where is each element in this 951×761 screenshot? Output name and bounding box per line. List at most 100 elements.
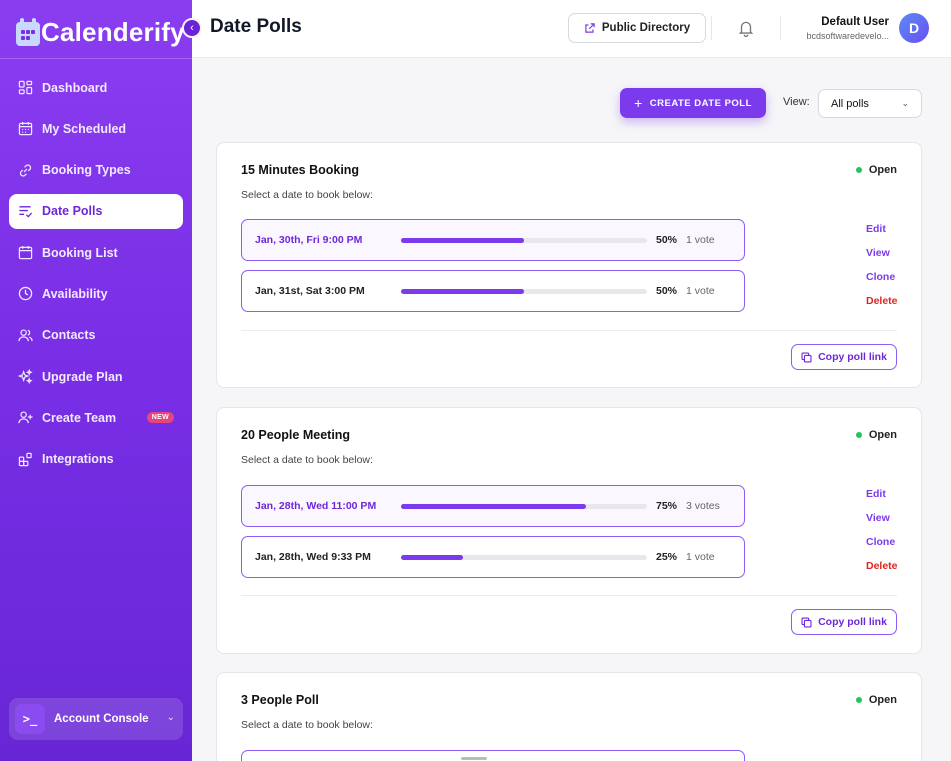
sidebar-item-label: Booking Types: [42, 163, 131, 178]
card-divider: [241, 595, 897, 596]
card-divider: [241, 330, 897, 331]
poll-card: 20 People Meeting Open Select a date to …: [216, 407, 922, 654]
user-plus-icon: [18, 410, 33, 425]
sidebar-item-label: Contacts: [42, 328, 96, 343]
account-console-label: Account Console: [54, 713, 149, 725]
sidebar-divider: [0, 58, 192, 59]
status-badge: Open: [855, 164, 897, 176]
option-date: Jan, 31st, Sat 3:00 PM: [255, 285, 365, 297]
collapse-sidebar-button[interactable]: ‹: [182, 18, 202, 38]
edit-link[interactable]: Edit: [866, 223, 886, 235]
sidebar-item-label: Availability: [42, 286, 108, 301]
sidebar-item-dashboard[interactable]: Dashboard: [9, 70, 183, 105]
option-date: Jan, 30th, Fri 9:00 PM: [255, 234, 363, 246]
link-icon: [18, 163, 33, 178]
dashboard-icon: [18, 80, 33, 95]
plus-icon: +: [634, 95, 643, 111]
sidebar-nav: Dashboard My Scheduled Booking Types Dat…: [9, 70, 183, 483]
brand-name: Calenderify: [41, 16, 185, 47]
terminal-icon: >_: [15, 704, 45, 734]
header-divider: [711, 16, 712, 40]
poll-subtitle: Select a date to book below:: [241, 189, 373, 201]
create-date-poll-button[interactable]: + CREATE DATE POLL: [620, 88, 766, 118]
sidebar-item-my-scheduled[interactable]: My Scheduled: [9, 111, 183, 146]
option-percent: 50%: [656, 285, 678, 297]
poll-option[interactable]: Jan, 30th, Fri 9:00 PM 50% 1 vote: [241, 219, 745, 261]
account-console-button[interactable]: >_ Account Console ⌄: [9, 698, 183, 740]
sidebar-item-integrations[interactable]: Integrations: [9, 442, 183, 477]
sidebar-item-booking-list[interactable]: Booking List: [9, 235, 183, 270]
poll-option[interactable]: Jan, 31st, Sat 3:00 PM 50% 1 vote: [241, 270, 745, 312]
vote-progress-fill: [401, 238, 524, 243]
scroll-handle[interactable]: [461, 757, 487, 760]
bell-icon[interactable]: [735, 17, 757, 39]
calendar-list-icon: [18, 245, 33, 260]
view-filter-label: View:: [783, 96, 810, 108]
option-votes: 1 vote: [686, 285, 715, 297]
clone-link[interactable]: Clone: [866, 271, 896, 283]
sidebar-item-label: Create Team: [42, 410, 117, 425]
create-date-poll-label: CREATE DATE POLL: [649, 97, 752, 109]
vote-progress-bar: [401, 504, 647, 509]
clone-link[interactable]: Clone: [866, 536, 896, 548]
delete-link[interactable]: Delete: [866, 295, 898, 307]
status-badge: Open: [855, 694, 897, 706]
brand-logo[interactable]: Calenderify: [16, 14, 185, 50]
vote-progress-bar: [401, 289, 647, 294]
integrations-icon: [18, 452, 33, 467]
view-link[interactable]: View: [866, 512, 890, 524]
status-dot-icon: [855, 167, 862, 173]
top-header: Date Polls Public Directory Default User…: [192, 0, 951, 58]
view-link[interactable]: View: [866, 247, 890, 259]
option-votes: 1 vote: [686, 551, 715, 563]
sidebar-item-upgrade-plan[interactable]: Upgrade Plan: [9, 359, 183, 394]
sparkle-icon: [18, 369, 33, 385]
calendar-logo-icon: [16, 18, 40, 46]
option-date: Jan, 28th, Wed 11:00 PM: [255, 500, 377, 512]
user-name: Default User: [821, 16, 889, 28]
sidebar-item-label: Upgrade Plan: [42, 369, 123, 384]
copy-poll-link-button[interactable]: Copy poll link: [791, 344, 897, 370]
poll-subtitle: Select a date to book below:: [241, 454, 373, 466]
option-percent: 75%: [656, 500, 678, 512]
option-votes: 1 vote: [686, 234, 715, 246]
status-dot-icon: [855, 697, 862, 703]
view-filter-select[interactable]: All polls ⌄: [818, 89, 922, 118]
delete-link[interactable]: Delete: [866, 560, 898, 572]
sidebar-item-availability[interactable]: Availability: [9, 276, 183, 311]
header-divider: [780, 16, 781, 40]
sidebar-item-booking-types[interactable]: Booking Types: [9, 153, 183, 188]
external-link-icon: [584, 22, 596, 34]
poll-actions: Edit View Clone Delete: [866, 223, 898, 319]
vote-progress-fill: [401, 555, 463, 560]
sidebar-item-create-team[interactable]: Create Team NEW: [9, 400, 183, 435]
poll-option[interactable]: Jan, 28th, Wed 11:00 PM 75% 3 votes: [241, 485, 745, 527]
vote-progress-bar: [401, 555, 647, 560]
copy-poll-link-label: Copy poll link: [818, 351, 887, 363]
avatar[interactable]: D: [899, 13, 929, 43]
copy-poll-link-button[interactable]: Copy poll link: [791, 609, 897, 635]
chevron-down-icon: ⌄: [901, 98, 909, 108]
poll-subtitle: Select a date to book below:: [241, 719, 373, 731]
sidebar-item-label: My Scheduled: [42, 121, 127, 136]
status-dot-icon: [855, 432, 862, 438]
view-filter-value: All polls: [831, 97, 869, 110]
sidebar-item-date-polls[interactable]: Date Polls: [9, 193, 183, 229]
poll-title: 15 Minutes Booking: [241, 163, 360, 177]
public-directory-label: Public Directory: [601, 22, 691, 34]
users-icon: [18, 328, 33, 343]
copy-icon: [801, 616, 812, 628]
poll-option[interactable]: [241, 750, 745, 761]
sidebar-item-label: Date Polls: [42, 204, 103, 219]
poll-card: 3 People Poll Open Select a date to book…: [216, 672, 922, 761]
sidebar-item-contacts[interactable]: Contacts: [9, 318, 183, 353]
sidebar-item-label: Booking List: [42, 245, 118, 260]
poll-icon: [18, 204, 33, 219]
public-directory-button[interactable]: Public Directory: [568, 13, 706, 43]
clock-icon: [18, 286, 33, 301]
edit-link[interactable]: Edit: [866, 488, 886, 500]
new-badge: NEW: [146, 412, 174, 424]
poll-option[interactable]: Jan, 28th, Wed 9:33 PM 25% 1 vote: [241, 536, 745, 578]
option-percent: 25%: [656, 551, 678, 563]
sidebar: Calenderify Dashboard My Scheduled Booki…: [0, 0, 192, 761]
